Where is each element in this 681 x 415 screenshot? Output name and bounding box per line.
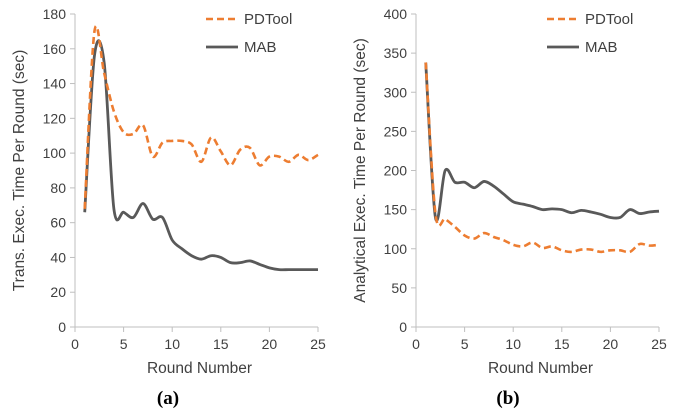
y-tick-label: 180: [43, 6, 67, 22]
y-tick-label: 250: [384, 123, 408, 139]
chart-panel-b: 0 50 100 150 200 250 300 350 400 0 5 10 15 20 25 Round …: [352, 6, 667, 409]
y-tick-label: 80: [50, 180, 66, 196]
series-line-mab: [83, 39, 318, 272]
y-tick-label: 100: [43, 145, 67, 161]
x-tick-label: 15: [213, 336, 229, 352]
x-tick-label: 10: [505, 336, 521, 352]
y-tick-label: 120: [43, 110, 67, 126]
series-line-mab: [424, 62, 660, 222]
y-tick-label: 40: [50, 249, 66, 265]
legend-label-pdtool: PDTool: [585, 11, 633, 28]
panel-label: (b): [496, 388, 519, 409]
panel-label: (a): [157, 388, 179, 409]
x-tick-label: 15: [554, 336, 570, 352]
y-axis-title: Trans. Exec. Time Per Round (sec): [11, 50, 28, 291]
legend-label-pdtool: PDTool: [244, 11, 292, 28]
y-tick-label: 350: [384, 45, 408, 61]
y-tick-label: 200: [384, 163, 408, 179]
x-axis-title: Round Number: [488, 360, 593, 377]
x-tick-label: 5: [461, 336, 469, 352]
x-tick-label: 0: [412, 336, 420, 352]
y-tick-label: 0: [58, 319, 66, 335]
x-axis-title: Round Number: [147, 360, 252, 377]
y-tick-label: 150: [384, 202, 408, 218]
x-tick-label: 20: [262, 336, 278, 352]
y-tick-label: 20: [50, 284, 66, 300]
x-tick-label: 25: [310, 336, 326, 352]
y-tick-label: 300: [384, 84, 408, 100]
x-tick-label: 20: [603, 336, 619, 352]
x-tick-label: 25: [651, 336, 667, 352]
y-axis-title: Analytical Exec. Time Per Round (sec): [352, 38, 369, 302]
y-tick-label: 140: [43, 76, 67, 92]
y-tick-label: 100: [384, 241, 408, 257]
y-tick-label: 160: [43, 41, 67, 57]
series-line-pdtool: [424, 62, 660, 254]
series-line-pdtool: [83, 24, 319, 209]
y-tick-label: 400: [384, 6, 408, 22]
chart-panel-a: 0 20 40 60 80 100 120 140 160 180 0 5 10 15 20 25 Round …: [11, 6, 326, 409]
y-tick-label: 0: [399, 319, 407, 335]
legend-label-mab: MAB: [585, 39, 618, 56]
y-tick-label: 60: [50, 215, 66, 231]
x-tick-label: 10: [164, 336, 180, 352]
y-tick-label: 50: [391, 280, 407, 296]
x-tick-label: 0: [71, 336, 79, 352]
legend-label-mab: MAB: [244, 39, 277, 56]
x-tick-label: 5: [120, 336, 128, 352]
